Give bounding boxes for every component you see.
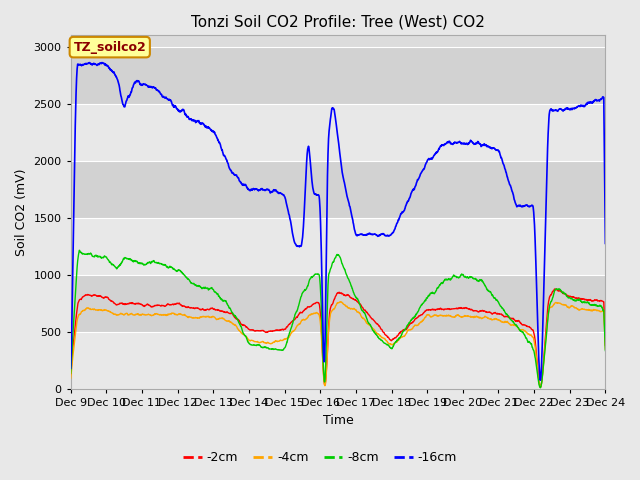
Title: Tonzi Soil CO2 Profile: Tree (West) CO2: Tonzi Soil CO2 Profile: Tree (West) CO2 — [191, 15, 485, 30]
Text: TZ_soilco2: TZ_soilco2 — [74, 41, 146, 54]
X-axis label: Time: Time — [323, 414, 353, 427]
Bar — [70, 104, 605, 161]
Bar — [70, 275, 605, 332]
Bar — [70, 218, 605, 275]
Y-axis label: Soil CO2 (mV): Soil CO2 (mV) — [15, 168, 28, 256]
Bar — [70, 161, 605, 218]
Bar — [70, 332, 605, 389]
Legend: -2cm, -4cm, -8cm, -16cm: -2cm, -4cm, -8cm, -16cm — [178, 446, 462, 469]
Bar — [70, 47, 605, 104]
